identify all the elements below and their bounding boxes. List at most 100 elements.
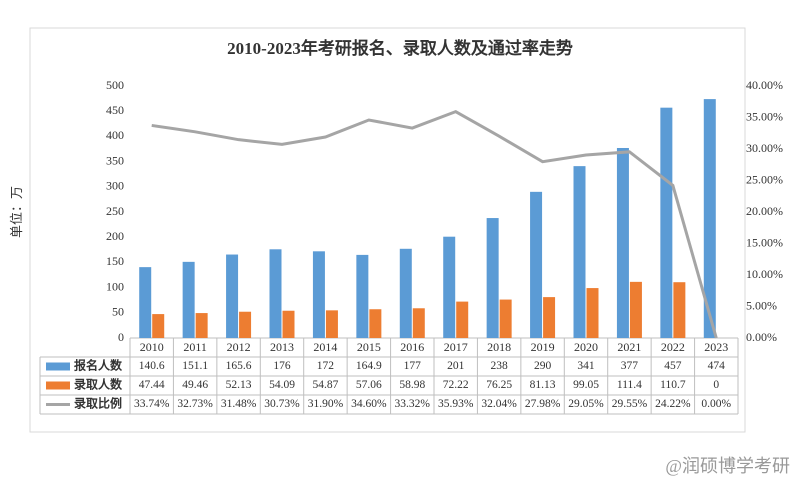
y-axis-label: 单位：万	[9, 186, 24, 238]
y-tick-label: 400	[106, 128, 124, 142]
data-label: 201	[447, 360, 465, 372]
y2-tick-label: 0.00%	[746, 330, 777, 344]
bar	[139, 267, 152, 338]
bar	[282, 310, 295, 338]
data-label: 31.48%	[221, 398, 257, 410]
data-label: 30.73%	[264, 398, 300, 410]
data-label: 341	[577, 360, 595, 372]
data-label: 140.6	[139, 360, 165, 372]
bar	[673, 282, 686, 338]
data-label: 176	[273, 360, 291, 372]
bar	[456, 301, 469, 338]
y-tick-label: 150	[106, 254, 124, 268]
legend-label: 录取比例	[74, 395, 122, 410]
data-label: 238	[491, 360, 509, 372]
x-tick-label: 2019	[531, 340, 555, 354]
data-label: 76.25	[486, 379, 512, 391]
bar	[399, 248, 412, 338]
x-tick-label: 2011	[183, 340, 207, 354]
y2-tick-label: 5.00%	[746, 298, 777, 312]
x-tick-label: 2020	[574, 340, 598, 354]
x-tick-label: 2023	[704, 340, 728, 354]
bar	[660, 107, 673, 338]
y-tick-label: 500	[106, 78, 124, 92]
watermark: @润硕博学考研	[665, 456, 790, 476]
y-tick-label: 200	[106, 229, 124, 243]
x-tick-label: 2021	[617, 340, 641, 354]
data-label: 52.13	[226, 379, 252, 391]
data-label: 33.74%	[134, 398, 170, 410]
data-label: 57.06	[356, 379, 382, 391]
data-label: 54.09	[269, 379, 295, 391]
x-tick-label: 2015	[357, 340, 381, 354]
data-label: 457	[664, 360, 682, 372]
y2-tick-label: 10.00%	[746, 267, 783, 281]
data-label: 164.9	[356, 360, 382, 372]
bar	[412, 308, 425, 338]
bar	[369, 309, 382, 338]
data-label: 151.1	[182, 360, 208, 372]
bar	[356, 254, 369, 338]
bar	[312, 251, 325, 338]
x-tick-label: 2018	[487, 340, 511, 354]
data-label: 377	[621, 360, 639, 372]
x-tick-label: 2010	[140, 340, 164, 354]
data-label: 0.00%	[701, 398, 731, 410]
x-tick-label: 2012	[227, 340, 251, 354]
bar	[499, 299, 512, 338]
chart-title: 2010-2023年考研报名、录取人数及通过率走势	[227, 38, 573, 58]
data-label: 29.55%	[612, 398, 648, 410]
bar	[703, 99, 716, 338]
data-label: 99.05	[573, 379, 599, 391]
y-tick-label: 50	[112, 305, 124, 319]
data-label: 32.73%	[177, 398, 213, 410]
x-tick-label: 2014	[313, 340, 337, 354]
bar	[629, 281, 642, 338]
bar	[182, 261, 195, 338]
y-tick-label: 300	[106, 179, 124, 193]
y-tick-label: 250	[106, 204, 124, 218]
bar	[226, 254, 239, 338]
legend-key	[46, 362, 70, 371]
data-label: 33.32%	[395, 398, 431, 410]
bar	[239, 311, 252, 338]
data-label: 110.7	[660, 379, 686, 391]
y-tick-label: 350	[106, 153, 124, 167]
data-label: 111.4	[617, 379, 642, 391]
data-label: 72.22	[443, 379, 469, 391]
data-label: 29.05%	[568, 398, 604, 410]
bar	[530, 191, 543, 338]
x-tick-label: 2022	[661, 340, 685, 354]
data-label: 58.98	[399, 379, 425, 391]
data-label: 27.98%	[525, 398, 561, 410]
data-label: 81.13	[530, 379, 556, 391]
bar	[616, 147, 629, 338]
x-tick-label: 2016	[400, 340, 424, 354]
data-label: 290	[534, 360, 552, 372]
data-label: 31.90%	[308, 398, 344, 410]
bar	[325, 310, 338, 338]
bar	[586, 288, 599, 338]
data-label: 34.60%	[351, 398, 387, 410]
line	[151, 109, 718, 339]
legend-label: 报名人数	[74, 357, 123, 372]
bar	[486, 218, 499, 338]
data-label: 165.6	[226, 360, 252, 372]
y2-tick-label: 20.00%	[746, 204, 783, 218]
data-label: 474	[708, 360, 726, 372]
data-label: 172	[317, 360, 335, 372]
data-label: 49.46	[182, 379, 208, 391]
data-label: 47.44	[139, 379, 165, 391]
bar	[269, 249, 282, 338]
y2-tick-label: 35.00%	[746, 109, 783, 123]
data-label: 177	[404, 360, 422, 372]
bar	[443, 236, 456, 338]
data-label: 0	[713, 379, 719, 391]
x-tick-label: 2013	[270, 340, 294, 354]
bar	[195, 313, 208, 338]
bar	[152, 314, 165, 338]
legend-key	[46, 381, 70, 390]
data-label: 54.87	[312, 379, 338, 391]
